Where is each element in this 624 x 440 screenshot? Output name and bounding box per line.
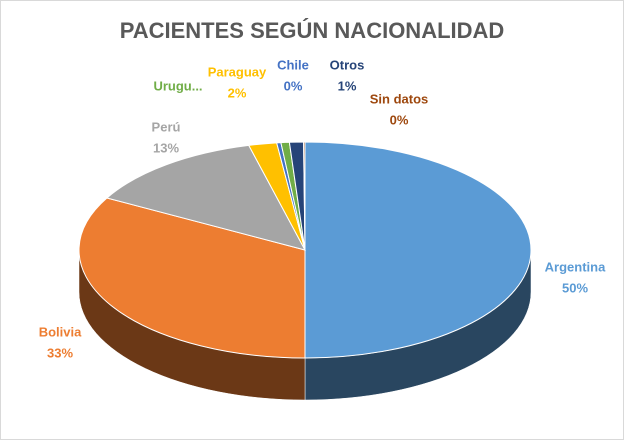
data-label-value: 13%	[153, 140, 179, 155]
chart-title: PACIENTES SEGÚN NACIONALIDAD	[120, 18, 505, 43]
data-label-value: 1%	[338, 78, 357, 93]
data-label-value: 2%	[228, 85, 247, 100]
slice	[105, 144, 306, 251]
data-label-value: 0%	[284, 78, 303, 93]
data-label-value: 33%	[47, 345, 73, 360]
data-label-name: Paraguay	[208, 64, 267, 79]
data-label-name: Chile	[277, 57, 309, 72]
slice	[303, 141, 306, 251]
data-label-name: Argentina	[545, 259, 606, 274]
slice	[78, 197, 306, 359]
data-label-name: Bolivia	[39, 324, 82, 339]
data-label-name: Otros	[330, 57, 365, 72]
data-label-value: 50%	[562, 280, 588, 295]
slice	[304, 141, 532, 359]
data-label-name: Sin datos	[370, 91, 429, 106]
data-label-name: Urugu...	[153, 78, 202, 93]
data-label-value: 0%	[390, 112, 409, 127]
data-label-name: Perú	[152, 119, 181, 134]
